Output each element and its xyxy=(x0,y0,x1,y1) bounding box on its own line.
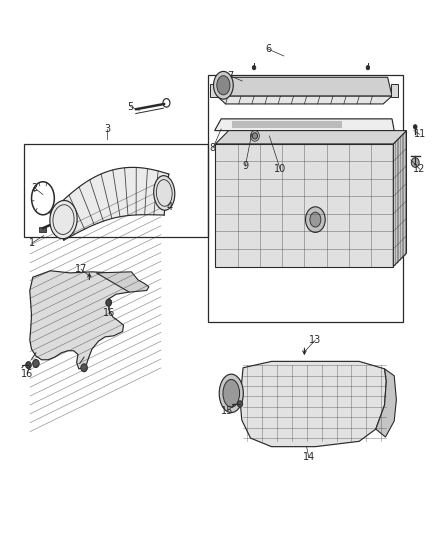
Bar xyxy=(210,84,217,97)
Bar xyxy=(391,84,398,97)
Polygon shape xyxy=(393,131,406,266)
Ellipse shape xyxy=(305,207,325,232)
Ellipse shape xyxy=(106,300,111,306)
Polygon shape xyxy=(215,119,394,131)
Polygon shape xyxy=(96,272,149,292)
Polygon shape xyxy=(376,369,396,437)
Text: 8: 8 xyxy=(210,143,216,153)
Text: 16: 16 xyxy=(102,309,115,318)
Ellipse shape xyxy=(81,364,87,372)
Polygon shape xyxy=(217,96,392,104)
Ellipse shape xyxy=(217,76,230,95)
Bar xyxy=(24,144,208,237)
Text: 4: 4 xyxy=(167,202,173,212)
Text: 15: 15 xyxy=(221,407,233,416)
Text: 2: 2 xyxy=(31,183,37,192)
Text: 3: 3 xyxy=(104,124,110,134)
Ellipse shape xyxy=(366,66,370,70)
PathPatch shape xyxy=(50,167,169,240)
Text: 6: 6 xyxy=(265,44,271,54)
Ellipse shape xyxy=(50,200,77,239)
Text: 12: 12 xyxy=(413,164,426,174)
Ellipse shape xyxy=(223,379,240,407)
Text: 9: 9 xyxy=(242,161,248,171)
Ellipse shape xyxy=(214,71,233,99)
Polygon shape xyxy=(240,361,386,447)
Text: 17: 17 xyxy=(75,264,87,274)
Ellipse shape xyxy=(252,66,256,70)
Text: 13: 13 xyxy=(309,335,321,345)
Text: 16: 16 xyxy=(21,369,33,379)
Ellipse shape xyxy=(310,212,321,227)
Polygon shape xyxy=(215,131,406,144)
Ellipse shape xyxy=(33,359,39,368)
Bar xyxy=(39,227,46,232)
Ellipse shape xyxy=(154,176,175,210)
Polygon shape xyxy=(232,121,342,128)
Text: 11: 11 xyxy=(413,130,426,139)
Ellipse shape xyxy=(413,125,417,129)
Text: 14: 14 xyxy=(303,453,315,462)
Polygon shape xyxy=(215,144,393,266)
Ellipse shape xyxy=(237,401,243,407)
Polygon shape xyxy=(30,271,138,369)
Text: 5: 5 xyxy=(127,102,134,111)
Ellipse shape xyxy=(25,361,32,369)
Ellipse shape xyxy=(252,133,258,139)
Polygon shape xyxy=(217,77,392,96)
Ellipse shape xyxy=(219,374,244,413)
Bar xyxy=(208,75,403,322)
Text: 7: 7 xyxy=(227,71,233,80)
Ellipse shape xyxy=(411,158,419,167)
Text: 1: 1 xyxy=(29,238,35,248)
Text: 10: 10 xyxy=(274,165,286,174)
